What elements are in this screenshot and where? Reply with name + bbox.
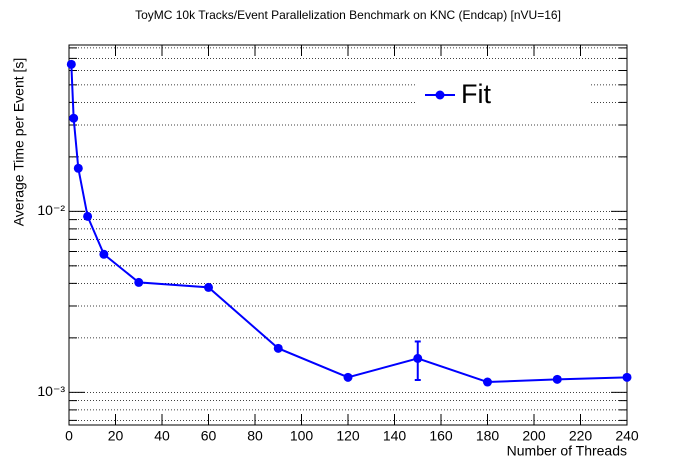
y-tick-label: 10⁻² — [37, 202, 65, 218]
x-tick-label: 40 — [154, 428, 170, 444]
data-point — [99, 249, 109, 259]
x-tick-label: 60 — [201, 428, 217, 444]
x-tick-label: 80 — [247, 428, 263, 444]
x-tick-label: 160 — [429, 428, 453, 444]
data-point — [622, 372, 632, 382]
data-point — [134, 277, 144, 287]
data-point — [66, 59, 76, 69]
x-tick-label: 240 — [615, 428, 639, 444]
x-tick-label: 180 — [476, 428, 500, 444]
data-point — [69, 113, 79, 123]
legend-marker — [435, 90, 445, 100]
x-tick-label: 220 — [569, 428, 593, 444]
data-point — [273, 343, 283, 353]
x-tick-label: 120 — [336, 428, 360, 444]
x-tick-label: 140 — [383, 428, 407, 444]
chart-title: ToyMC 10k Tracks/Event Parallelization B… — [135, 8, 561, 22]
x-tick-label: 20 — [108, 428, 124, 444]
data-point — [413, 353, 423, 363]
data-point — [343, 372, 353, 382]
data-point — [552, 374, 562, 384]
plot-frame — [68, 44, 628, 426]
x-tick-label: 200 — [522, 428, 546, 444]
data-point — [83, 211, 93, 221]
y-axis-label: Average Time per Event [s] — [11, 58, 27, 227]
x-tick-label: 0 — [65, 428, 73, 444]
legend: Fit — [415, 75, 590, 117]
data-point — [204, 282, 213, 292]
x-axis-label: Number of Threads — [507, 443, 627, 459]
y-tick-label: 10⁻³ — [37, 383, 65, 399]
legend-label: Fit — [461, 79, 491, 109]
data-point — [73, 163, 83, 173]
x-tick-label: 100 — [290, 428, 314, 444]
data-point — [483, 377, 492, 387]
